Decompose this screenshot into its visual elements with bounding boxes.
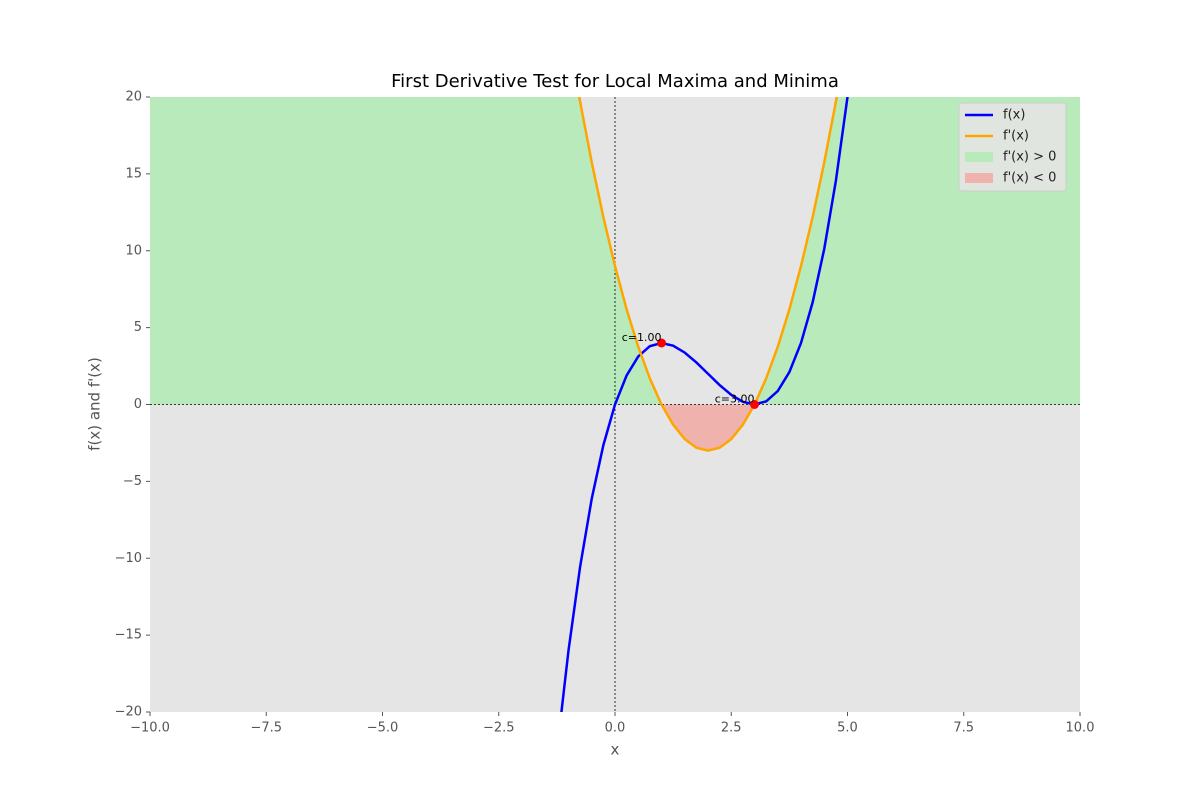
point-label: c=1.00 [622, 331, 662, 344]
point-label: c=3.00 [715, 393, 755, 406]
critical-point [657, 338, 666, 348]
legend-box [958, 102, 1067, 192]
legend-swatch [965, 152, 993, 162]
x-tick-label: −2.5 [483, 721, 515, 736]
y-tick-label: 0 [134, 397, 142, 412]
legend-label: f(x) [1003, 108, 1025, 123]
y-tick-label: −5 [123, 474, 142, 489]
x-tick-label: −5.0 [367, 721, 399, 736]
legend: f(x) f'(x) f'(x) > 0 f'(x) < 0 [958, 102, 1067, 192]
x-tick-label: 5.0 [837, 721, 858, 736]
x-tick-label: 0.0 [605, 721, 626, 736]
x-tick-label: 10.0 [1066, 721, 1095, 736]
critical-point [750, 400, 759, 409]
y-tick-label: 20 [125, 90, 142, 105]
y-tick-label: 5 [134, 320, 142, 335]
axes: −10.0 −7.5 −5.0 −2.5 0.0 2.5 5.0 7.5 10.0 −20 −15 −… [115, 90, 1095, 736]
chart-title: First Derivative Test for Local Maxima a… [391, 71, 839, 92]
y-tick-label: −15 [115, 628, 142, 643]
x-tick-label: −10.0 [130, 721, 170, 736]
x-tick-label: 7.5 [953, 721, 974, 736]
line [578, 97, 838, 452]
y-tick-label: −10 [115, 551, 142, 566]
legend-label: f'(x) [1003, 129, 1029, 144]
y-tick-label: 10 [125, 243, 142, 258]
line [560, 97, 849, 712]
y-tick-label: 15 [125, 166, 142, 181]
legend-swatch [965, 173, 993, 183]
fill-area [150, 97, 662, 405]
legend-label: f'(x) < 0 [1003, 171, 1056, 186]
x-tick-label: −7.5 [250, 721, 282, 736]
x-tick-label: 2.5 [721, 721, 742, 736]
y-tick-label: −20 [115, 705, 142, 720]
legend-label: f'(x) > 0 [1003, 150, 1056, 165]
x-axis-label: x [611, 741, 620, 759]
y-axis-label: f(x) and f'(x) [86, 357, 104, 451]
